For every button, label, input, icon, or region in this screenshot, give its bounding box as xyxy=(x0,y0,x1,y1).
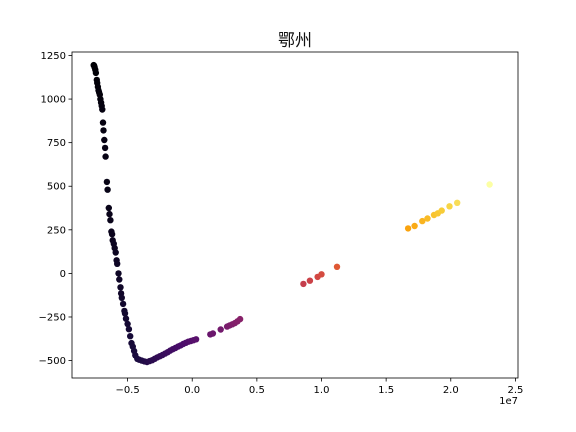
scatter-point-81 xyxy=(236,315,244,323)
scatter-point-88 xyxy=(411,222,418,230)
y-tick-label: −250 xyxy=(39,312,66,323)
scatter-point-82 xyxy=(300,280,307,288)
scatter-point-89 xyxy=(419,217,426,225)
x-tick-label: 0.0 xyxy=(184,385,200,396)
scatter-point-94 xyxy=(446,203,453,210)
scatter-point-37 xyxy=(118,294,126,301)
plot-frame xyxy=(71,51,519,379)
scatter-point-44 xyxy=(127,333,134,340)
scatter-point-95 xyxy=(454,199,461,206)
scatter-point-40 xyxy=(121,310,129,317)
scatter-point-90 xyxy=(424,215,431,222)
scatter-point-75 xyxy=(217,326,224,333)
y-tick-label: 1250 xyxy=(41,51,66,62)
y-axis: −500 −250 0 250 500 750 1000 1250 xyxy=(39,51,72,367)
y-tick-label: 250 xyxy=(47,225,66,236)
x-tick-label: 0.5 xyxy=(249,385,265,396)
x-axis: −0.5 0.0 0.5 1.0 1.5 2.0 2.5 xyxy=(115,378,523,396)
scatter-point-41 xyxy=(122,315,130,322)
scatter-point-34 xyxy=(116,276,123,283)
scatter-point-17 xyxy=(101,136,108,144)
scatter-point-21 xyxy=(104,186,111,193)
scatter-point-15 xyxy=(99,119,107,126)
y-tick-label: 500 xyxy=(47,182,66,193)
scatter-point-14 xyxy=(99,106,106,113)
y-tick-label: 0 xyxy=(60,269,66,280)
scatter-point-16 xyxy=(100,127,107,134)
scatter-point-32 xyxy=(114,260,121,267)
y-tick-label: −500 xyxy=(39,356,66,367)
x-tick-label: 2.0 xyxy=(443,385,459,396)
x-axis-offset-text: 1e7 xyxy=(499,396,518,407)
scatter-point-96 xyxy=(486,181,493,188)
x-tick-label: −0.5 xyxy=(115,385,139,396)
scatter-point-35 xyxy=(117,284,124,291)
scatter-point-85 xyxy=(318,271,325,278)
scatter-point-30 xyxy=(112,249,119,256)
scatter-point-20 xyxy=(103,178,111,186)
scatter-point-87 xyxy=(404,225,412,232)
scatter-point-19 xyxy=(102,153,109,160)
x-tick-label: 1.0 xyxy=(314,385,330,396)
scatter-point-4 xyxy=(92,69,100,77)
scatter-point-23 xyxy=(106,210,113,218)
chart-title: 鄂州 xyxy=(278,31,312,51)
points-layer xyxy=(90,61,493,366)
scatter-point-42 xyxy=(124,320,131,328)
scatter-point-74 xyxy=(209,330,217,337)
x-tick-label: 2.5 xyxy=(507,385,523,396)
scatter-point-18 xyxy=(101,144,109,152)
scatter-point-86 xyxy=(333,263,341,270)
scatter-point-93 xyxy=(438,207,445,214)
y-tick-label: 1000 xyxy=(41,95,66,106)
x-tick-label: 1.5 xyxy=(378,385,394,396)
scatter-point-72 xyxy=(192,336,200,343)
scatter-point-83 xyxy=(306,277,314,284)
scatter-point-38 xyxy=(119,300,127,308)
scatter-point-24 xyxy=(107,217,114,224)
scatter-point-43 xyxy=(125,326,133,333)
scatter-point-22 xyxy=(105,204,113,212)
scatter-point-26 xyxy=(108,231,116,238)
y-tick-label: 750 xyxy=(47,138,66,149)
scatter-point-33 xyxy=(115,270,122,277)
